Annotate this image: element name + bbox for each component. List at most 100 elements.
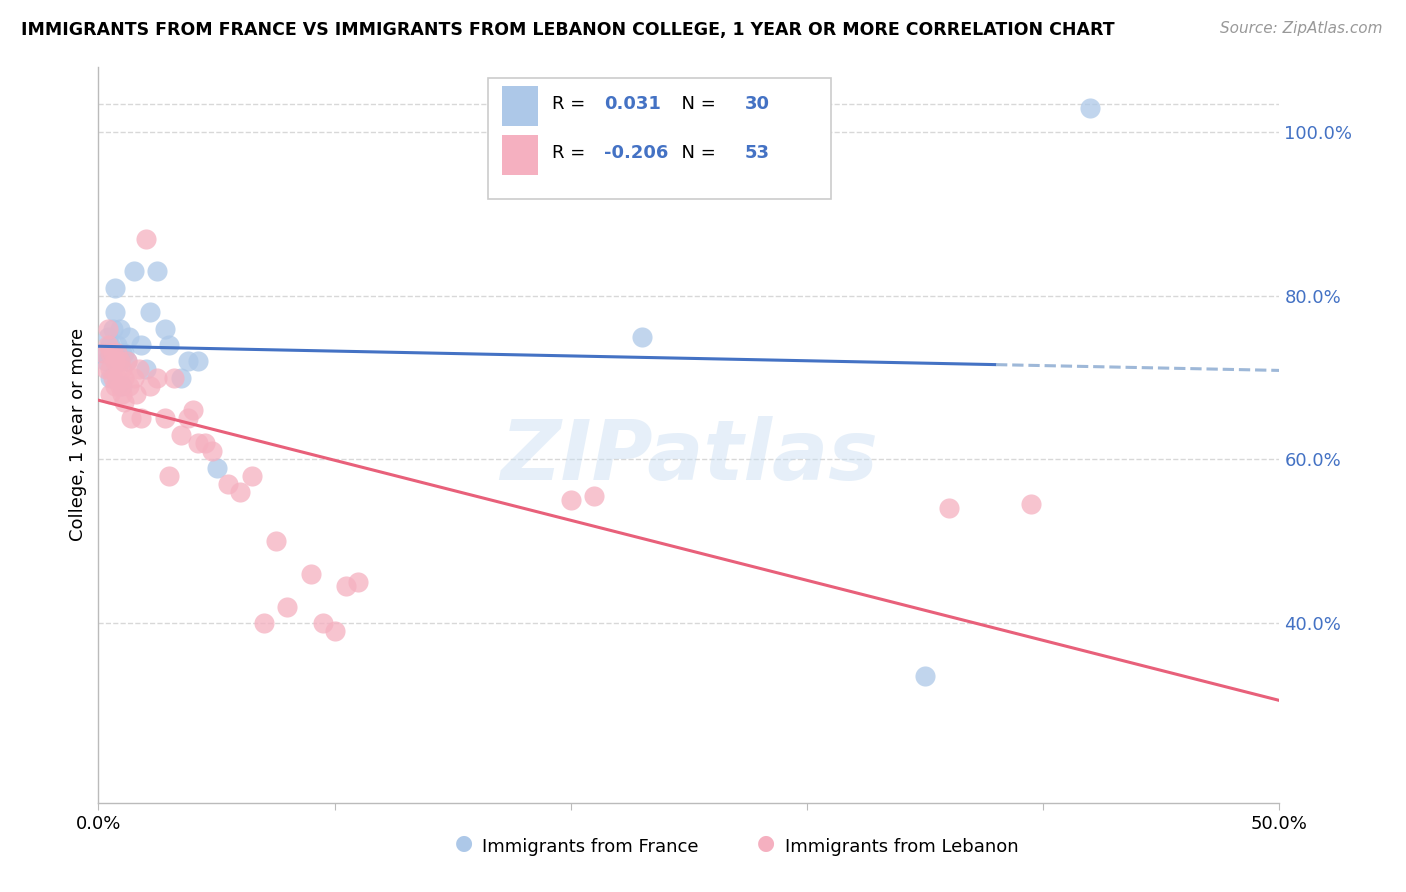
Point	[139, 379, 162, 393]
Point	[94, 354, 117, 368]
Point	[170, 370, 193, 384]
Point	[347, 575, 370, 590]
Point	[914, 669, 936, 683]
Point	[98, 362, 121, 376]
Text: N =: N =	[671, 95, 721, 113]
Point	[108, 354, 131, 368]
Point	[153, 321, 176, 335]
Point	[125, 387, 148, 401]
Point	[118, 379, 141, 393]
Point	[98, 346, 121, 360]
Text: Source: ZipAtlas.com: Source: ZipAtlas.com	[1219, 21, 1382, 36]
Point	[108, 379, 131, 393]
Point	[146, 370, 169, 384]
Point	[111, 362, 134, 376]
Point	[146, 264, 169, 278]
Text: 30: 30	[744, 95, 769, 113]
Point	[111, 387, 134, 401]
Text: 53: 53	[744, 145, 769, 162]
Point	[97, 338, 120, 352]
Point	[312, 615, 335, 630]
Point	[129, 338, 152, 352]
Point	[104, 280, 127, 294]
Point	[560, 493, 582, 508]
Point	[1080, 101, 1102, 115]
Point	[118, 330, 141, 344]
Point	[181, 403, 204, 417]
Point	[938, 501, 960, 516]
Point	[97, 321, 120, 335]
Text: R =: R =	[553, 145, 591, 162]
Point	[101, 321, 124, 335]
Text: ●: ●	[758, 833, 775, 853]
Text: ZIPatlas: ZIPatlas	[501, 417, 877, 498]
Y-axis label: College, 1 year or more: College, 1 year or more	[69, 328, 87, 541]
Point	[112, 346, 135, 360]
Point	[105, 338, 128, 352]
Point	[91, 346, 114, 360]
Point	[105, 346, 128, 360]
Point	[101, 346, 124, 360]
Point	[97, 330, 120, 344]
Point	[1021, 497, 1043, 511]
Point	[129, 411, 152, 425]
Point	[91, 346, 114, 360]
Point	[108, 321, 131, 335]
Text: Immigrants from France: Immigrants from France	[482, 838, 699, 856]
Text: -0.206: -0.206	[605, 145, 668, 162]
Point	[253, 615, 276, 630]
Point	[139, 305, 162, 319]
Point	[104, 354, 127, 368]
Point	[98, 370, 121, 384]
Text: R =: R =	[553, 95, 591, 113]
Point	[335, 579, 357, 593]
Text: N =: N =	[671, 145, 721, 162]
Bar	[502, 135, 537, 176]
Point	[240, 468, 263, 483]
Point	[177, 354, 200, 368]
Point	[128, 362, 150, 376]
Point	[194, 436, 217, 450]
Point	[153, 411, 176, 425]
Point	[104, 379, 127, 393]
FancyBboxPatch shape	[488, 78, 831, 200]
Point	[101, 370, 124, 384]
Point	[115, 354, 138, 368]
Text: ●: ●	[456, 833, 472, 853]
Point	[264, 534, 287, 549]
Point	[105, 370, 128, 384]
Point	[112, 370, 135, 384]
Point	[98, 387, 121, 401]
Point	[583, 489, 606, 503]
Point	[201, 444, 224, 458]
Point	[115, 354, 138, 368]
Point	[163, 370, 186, 384]
Point	[323, 624, 346, 639]
Point	[108, 354, 131, 368]
Text: IMMIGRANTS FROM FRANCE VS IMMIGRANTS FROM LEBANON COLLEGE, 1 YEAR OR MORE CORREL: IMMIGRANTS FROM FRANCE VS IMMIGRANTS FRO…	[21, 21, 1115, 38]
Point	[276, 599, 298, 614]
Point	[111, 379, 134, 393]
Point	[111, 346, 134, 360]
Point	[104, 305, 127, 319]
Point	[94, 362, 117, 376]
Point	[299, 566, 322, 581]
Point	[630, 330, 652, 344]
Point	[170, 428, 193, 442]
Point	[135, 362, 157, 376]
Point	[98, 338, 121, 352]
Point	[121, 411, 143, 425]
Point	[177, 411, 200, 425]
Point	[205, 460, 228, 475]
Bar	[502, 86, 537, 126]
Text: 0.031: 0.031	[605, 95, 661, 113]
Point	[122, 370, 145, 384]
Text: Immigrants from Lebanon: Immigrants from Lebanon	[785, 838, 1018, 856]
Point	[122, 264, 145, 278]
Point	[157, 338, 180, 352]
Point	[112, 395, 135, 409]
Point	[187, 436, 209, 450]
Point	[135, 232, 157, 246]
Point	[217, 477, 239, 491]
Point	[157, 468, 180, 483]
